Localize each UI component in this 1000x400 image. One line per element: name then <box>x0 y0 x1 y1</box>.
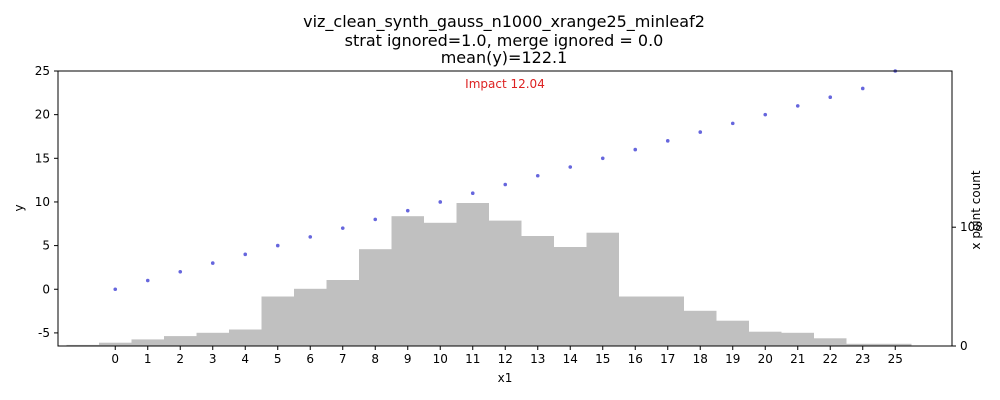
data-point <box>113 287 118 292</box>
histogram-bar <box>99 342 132 346</box>
data-point <box>438 200 443 204</box>
data-point <box>795 104 800 108</box>
x-tick-label: 15 <box>595 352 610 366</box>
histogram-bar <box>684 310 717 346</box>
histogram-bar <box>164 336 197 346</box>
histogram-bar <box>359 249 392 346</box>
y2-axis-label: x point count <box>969 170 983 249</box>
data-point <box>210 261 215 265</box>
y-tick-label: -5 <box>38 326 50 340</box>
data-point <box>340 226 345 230</box>
y2-tick-label: 0 <box>960 339 968 353</box>
histogram-bar <box>294 288 327 346</box>
data-point <box>860 86 865 91</box>
data-point <box>243 252 248 257</box>
data-point <box>665 139 670 143</box>
y2-tick-label: 108 <box>960 220 983 234</box>
histogram-bar <box>586 232 619 346</box>
data-point <box>535 173 540 178</box>
x-tick-label: 11 <box>465 352 480 366</box>
histogram-bar <box>66 344 99 346</box>
data-point <box>763 112 768 117</box>
data-point <box>470 191 475 196</box>
chart-title-line-1: viz_clean_synth_gauss_n1000_xrange25_min… <box>303 12 705 32</box>
x-tick-label: 0 <box>111 352 119 366</box>
histogram-bar <box>424 222 457 346</box>
data-point <box>633 147 638 152</box>
data-point <box>568 165 573 169</box>
x-tick-label: 12 <box>498 352 513 366</box>
x-tick-label: 9 <box>404 352 412 366</box>
x-axis-ticks: 0 1 2 3 4 5 6 7 8 9 10 11 12 13 14 15 16 17 18 19 20 21 22 23 25 <box>111 346 903 366</box>
data-point <box>308 235 313 239</box>
y2-axis-ticks: 0 108 <box>952 220 983 353</box>
histogram-bar <box>814 338 847 346</box>
histogram-bar <box>489 220 522 346</box>
x-tick-label: 3 <box>209 352 217 366</box>
histogram-bar <box>131 339 164 346</box>
scatter-points <box>113 69 898 292</box>
x-tick-label: 16 <box>628 352 643 366</box>
histogram-bar <box>554 247 587 346</box>
x-tick-label: 22 <box>823 352 838 366</box>
histogram-bars <box>66 203 912 346</box>
x-tick-label: 8 <box>371 352 379 366</box>
x-axis-label: x1 <box>498 371 513 385</box>
data-point <box>600 156 605 161</box>
data-point <box>405 208 410 213</box>
histogram-bar <box>261 296 294 346</box>
histogram-bar <box>846 343 879 346</box>
data-point <box>828 95 833 99</box>
y-axis-label: y <box>12 204 26 211</box>
histogram-bar <box>391 216 424 346</box>
histogram-bar <box>651 296 684 346</box>
x-tick-label: 5 <box>274 352 282 366</box>
histogram-bar <box>619 296 652 346</box>
histogram-bar <box>229 329 262 346</box>
x-tick-label: 4 <box>241 352 249 366</box>
x-tick-label: 25 <box>888 352 903 366</box>
y-tick-label: 10 <box>35 195 50 209</box>
histogram-bar <box>456 203 489 346</box>
x-tick-label: 14 <box>563 352 578 366</box>
data-point <box>145 278 150 283</box>
x-tick-label: 20 <box>758 352 773 366</box>
histogram-bar <box>749 331 782 346</box>
impact-annotation: Impact 12.04 <box>465 77 545 91</box>
x-tick-label: 17 <box>660 352 675 366</box>
chart-title-line-2: strat ignored=1.0, merge ignored = 0.0 <box>345 31 664 50</box>
x-tick-label: 2 <box>176 352 184 366</box>
data-point <box>275 243 280 248</box>
y-tick-label: 5 <box>42 239 50 253</box>
y-tick-label: 20 <box>35 108 50 122</box>
histogram-bar <box>781 332 814 346</box>
histogram-bar <box>326 280 359 346</box>
x-tick-label: 7 <box>339 352 347 366</box>
x-tick-label: 19 <box>725 352 740 366</box>
data-point <box>730 121 735 126</box>
histogram-bar <box>879 343 912 346</box>
data-point <box>178 269 183 274</box>
y-tick-label: 15 <box>35 151 50 165</box>
x-tick-label: 18 <box>693 352 708 366</box>
x-tick-label: 10 <box>433 352 448 366</box>
histogram-bar <box>521 236 554 346</box>
x-tick-label: 13 <box>530 352 545 366</box>
data-point <box>373 217 378 222</box>
y-tick-label: 25 <box>35 64 50 78</box>
x-tick-label: 1 <box>144 352 152 366</box>
data-point <box>503 182 508 187</box>
histogram-bar <box>196 332 229 346</box>
x-tick-label: 6 <box>306 352 314 366</box>
x-tick-label: 21 <box>790 352 805 366</box>
y-tick-label: 0 <box>42 282 50 296</box>
y-axis-ticks: -5 0 5 10 15 20 25 <box>35 64 58 340</box>
x-tick-label: 23 <box>855 352 870 366</box>
histogram-bar <box>716 320 749 346</box>
data-point <box>698 130 703 134</box>
chart-title-line-3: mean(y)=122.1 <box>441 48 568 67</box>
